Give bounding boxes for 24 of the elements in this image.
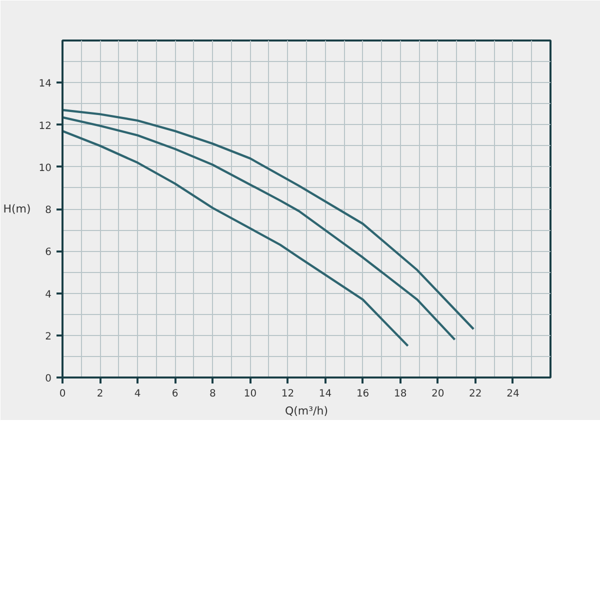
x-tick-label: 2 xyxy=(96,388,104,400)
line-series xyxy=(62,130,409,348)
x-tick-label: 10 xyxy=(244,388,257,400)
x-tick-label: 24 xyxy=(506,388,520,400)
x-tick-label: 14 xyxy=(318,388,332,400)
x-tick-label: 0 xyxy=(59,388,66,400)
y-tick-label: 2 xyxy=(45,331,52,342)
x-tick-label: 16 xyxy=(356,388,370,400)
y-tick-label: 14 xyxy=(38,78,52,90)
y-axis-title: H(m) xyxy=(3,202,31,216)
x-tick-label: 22 xyxy=(469,388,482,400)
x-tick-label: 4 xyxy=(134,388,141,400)
y-tick-label: 12 xyxy=(38,120,52,132)
y-tick-label: 8 xyxy=(45,205,52,216)
x-tick-label: 8 xyxy=(209,388,216,400)
x-tick-label: 20 xyxy=(432,388,444,400)
y-tick-label: 0 xyxy=(45,374,52,384)
y-tick-label: 6 xyxy=(45,247,52,258)
y-tick-label: 4 xyxy=(45,289,52,300)
x-tick-label: 12 xyxy=(281,388,294,400)
x-axis-title: Q(m³/h) xyxy=(284,404,328,418)
x-tick-label: 6 xyxy=(172,388,178,400)
x-tick-label: 18 xyxy=(394,388,407,400)
y-tick-label: 10 xyxy=(38,162,52,174)
